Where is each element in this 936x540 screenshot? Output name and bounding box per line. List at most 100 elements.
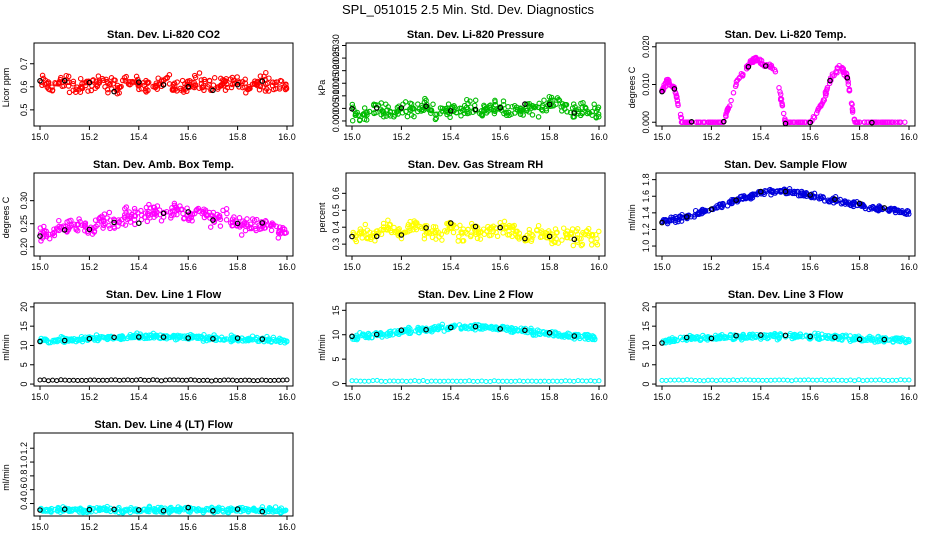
x-tick-label: 16.0 (590, 132, 608, 142)
data-point (799, 119, 806, 125)
data-point-secondary (730, 377, 736, 383)
data-point (174, 332, 181, 339)
data-point-secondary (496, 378, 501, 384)
x-tick-label: 16.0 (900, 132, 918, 142)
y-tick-label: 0.3 (331, 238, 341, 251)
data-point (856, 119, 863, 125)
data-point (664, 220, 671, 227)
data-point (560, 103, 567, 109)
data-point-secondary (475, 378, 481, 384)
data-point-secondary (697, 378, 703, 383)
x-tick-label: 15.4 (752, 262, 770, 272)
data-point-secondary (62, 377, 68, 383)
data-point (73, 86, 79, 93)
data-point-secondary (793, 377, 799, 383)
y-tick-label: 5 (19, 362, 29, 367)
data-point (187, 504, 193, 511)
data-point (501, 218, 508, 225)
data-point (177, 505, 184, 512)
data-point (722, 333, 728, 340)
data-point (679, 211, 685, 218)
data-point-secondary (200, 377, 206, 383)
data-point (266, 75, 272, 81)
data-point (535, 104, 542, 111)
data-point (494, 233, 501, 240)
y-axis-label: ml/min (627, 334, 637, 361)
data-point (68, 222, 75, 229)
data-point (80, 507, 87, 513)
data-point-secondary (537, 378, 543, 384)
data-point-secondary (751, 377, 757, 383)
data-point (429, 234, 436, 241)
data-point-secondary (864, 377, 870, 383)
data-point-secondary (663, 378, 669, 383)
data-series (349, 321, 602, 385)
data-point (661, 82, 667, 88)
data-point (82, 220, 89, 226)
data-point-secondary (579, 378, 585, 384)
plot-frame (33, 432, 294, 517)
data-point-secondary (284, 377, 290, 383)
data-point-secondary (768, 377, 774, 383)
data-point-secondary (718, 377, 724, 383)
data-point (906, 211, 912, 217)
data-point (199, 507, 205, 514)
data-point (362, 332, 368, 339)
data-point-secondary (659, 377, 665, 383)
data-point-secondary (158, 378, 164, 384)
data-point-reference (37, 233, 43, 239)
data-point (53, 80, 59, 87)
data-point-secondary (96, 377, 102, 383)
data-point (588, 242, 595, 248)
data-point (111, 225, 118, 231)
y-tick-label: 0 (19, 382, 29, 387)
data-point (361, 116, 368, 122)
data-point (207, 224, 214, 230)
data-series (37, 200, 289, 244)
data-point (467, 98, 473, 104)
data-point-secondary (747, 377, 753, 383)
data-series (37, 503, 289, 516)
data-point-reference (423, 326, 429, 333)
data-point-secondary (893, 377, 899, 383)
data-point (104, 86, 111, 93)
data-point (688, 334, 695, 341)
data-point (146, 508, 152, 515)
x-tick-label: 15.8 (541, 262, 559, 272)
data-point (749, 331, 756, 337)
y-tick-label: 0.8 (19, 470, 29, 483)
x-tick-label: 15.8 (851, 132, 869, 142)
data-point-reference (210, 335, 216, 342)
data-point-secondary (41, 377, 47, 383)
data-point-secondary (583, 378, 589, 384)
data-point (143, 77, 149, 84)
data-point (464, 96, 470, 103)
y-tick-label: 1.6 (641, 190, 651, 203)
data-point (153, 82, 159, 88)
data-point-reference (832, 196, 838, 203)
y-tick-label: 0.010 (331, 85, 341, 108)
data-point (114, 85, 121, 91)
y-tick-label: 15 (19, 321, 29, 331)
data-point (136, 82, 143, 88)
data-point-secondary (83, 378, 89, 383)
data-point (733, 81, 739, 88)
x-tick-label: 15.6 (491, 262, 509, 272)
data-point (761, 191, 767, 198)
data-point (664, 219, 671, 225)
data-point-secondary (184, 377, 189, 383)
data-point (352, 236, 358, 243)
data-point (352, 112, 359, 119)
y-tick-label: 15 (331, 305, 341, 315)
data-point (41, 228, 48, 234)
data-point-secondary (217, 378, 223, 383)
data-point (168, 212, 175, 219)
data-point-reference (745, 64, 752, 70)
data-point (777, 332, 783, 339)
data-point (543, 230, 550, 237)
data-point (399, 110, 406, 116)
data-point (579, 104, 585, 111)
data-point (579, 241, 586, 248)
data-point-reference (844, 75, 851, 81)
data-point (678, 114, 684, 121)
